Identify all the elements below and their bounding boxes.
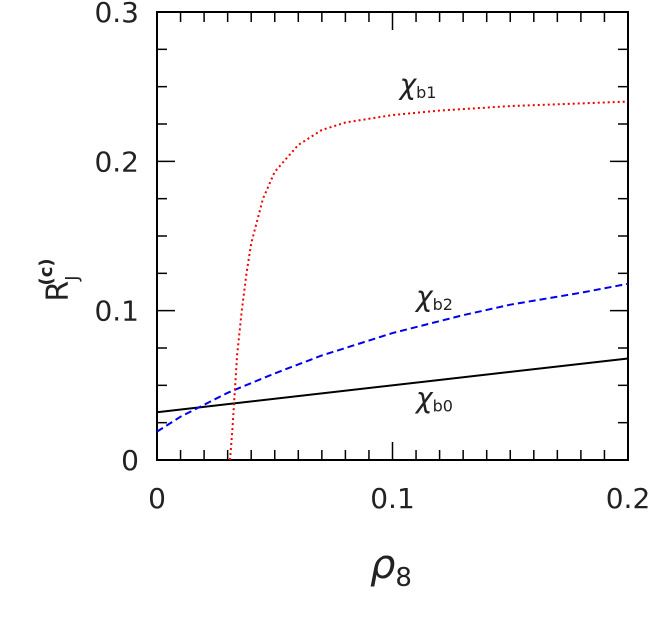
series-label-main: χ	[398, 68, 418, 101]
series-line	[156, 357, 629, 414]
y-tick-label: 0	[121, 444, 139, 477]
series-label: χb1	[398, 68, 437, 102]
x-tick-label: 0.2	[606, 482, 651, 515]
series-line	[229, 100, 629, 461]
series-label: χb0	[414, 382, 453, 416]
x-label-main: ρ	[370, 542, 395, 588]
y-label-main: R	[41, 281, 76, 302]
series-label-main: χ	[414, 382, 434, 415]
x-label-sub: 8	[395, 563, 412, 593]
series-label: χb2	[414, 280, 453, 314]
y-tick-label: 0.3	[94, 0, 139, 29]
x-tick-label: 0.1	[370, 482, 415, 515]
y-label-sup: (c)	[36, 258, 57, 285]
y-axis-label-text: RJ (c)	[36, 258, 83, 301]
series-label-main: χ	[414, 280, 434, 313]
series-label-sub: b0	[433, 397, 453, 416]
y-axis-label: RJ (c)	[36, 258, 83, 301]
y-label-sub: J	[62, 275, 83, 281]
series-label-sub: b2	[433, 295, 453, 314]
series-label-sub: b1	[416, 83, 436, 102]
y-tick-label: 0.2	[94, 145, 139, 178]
y-tick-label: 0.1	[94, 295, 139, 328]
x-axis-label: ρ8	[370, 542, 412, 593]
x-tick-label: 0	[148, 482, 166, 515]
series-line	[156, 282, 629, 433]
